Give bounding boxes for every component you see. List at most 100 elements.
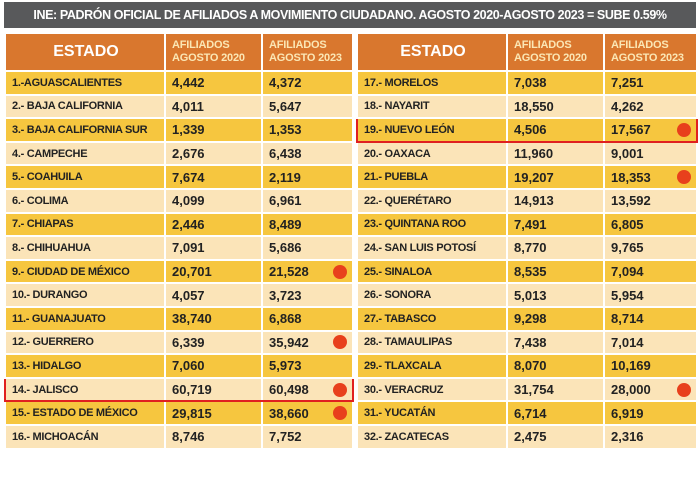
cell-text: 6,438 (269, 146, 302, 162)
afiliados-2020-cell: 9,298 (506, 305, 605, 332)
afiliados-2023-cell: 3,723 (261, 282, 354, 308)
cell-text: 6,961 (269, 193, 302, 209)
red-dot-marker (677, 382, 691, 397)
cell-text: 7,038 (514, 75, 547, 91)
afiliados-2023-cell: 38,660 (261, 400, 354, 426)
cell-text: 32.- ZACATECAS (364, 430, 449, 443)
cell-text: 1,339 (172, 122, 205, 138)
estado-cell: 15.- ESTADO DE MÉXICO (4, 400, 166, 426)
afiliados-2023-cell: 7,094 (603, 258, 698, 285)
afiliados-2020-cell: 7,038 (506, 70, 605, 96)
table-row: 24.- SAN LUIS POTOSÍ 8,770 9,765 (356, 235, 698, 261)
red-dot-marker (677, 170, 691, 185)
afiliados-2023-cell: 4,262 (603, 93, 698, 120)
cell-text: 5,013 (514, 287, 547, 303)
cell-text: 23.- QUINTANA ROO (364, 218, 466, 231)
cell-text: 7,060 (172, 358, 205, 374)
table-row: 19.- NUEVO LEÓN 4,506 17,567 (356, 117, 698, 143)
afiliados-2020-cell: 2,475 (506, 423, 605, 450)
afiliados-2020-cell: 38,740 (164, 305, 263, 332)
estado-cell: 26.- SONORA (356, 282, 508, 308)
cell-text: 6.- COLIMA (12, 194, 69, 207)
cell-text: 60,498 (269, 382, 309, 398)
table-row: 26.- SONORA 5,013 5,954 (356, 282, 698, 308)
cell-text: 2,676 (172, 146, 205, 162)
afiliados-2023-cell: 7,251 (603, 70, 698, 96)
cell-text: 7.- CHIAPAS (12, 218, 74, 231)
left-table: ESTADO AFILIADOS AGOSTO 2020 AFILIADOS AGO… (4, 32, 354, 450)
cell-text: 19,207 (514, 169, 554, 185)
cell-text: 35,942 (269, 334, 309, 350)
table-row: 31.- YUCATÁN 6,714 6,919 (356, 400, 698, 426)
estado-cell: 25.- SINALOA (356, 258, 508, 285)
afiliados-2020-cell: 7,060 (164, 353, 263, 379)
estado-cell: 2.- BAJA CALIFORNIA (4, 93, 166, 120)
cell-text: 38,660 (269, 405, 309, 421)
cell-text: 14.- JALISCO (12, 383, 79, 396)
cell-text: 2,316 (611, 429, 644, 445)
cell-text: 4,442 (172, 75, 205, 91)
afiliados-2023-cell: 18,353 (603, 164, 698, 190)
cell-text: 7,014 (611, 334, 644, 350)
cell-text: 28,000 (611, 382, 651, 398)
table-row: 28.- TAMAULIPAS 7,438 7,014 (356, 329, 698, 356)
cell-text: 31,754 (514, 382, 554, 398)
afiliados-2023-cell: 8,714 (603, 305, 698, 332)
cell-text: 5,686 (269, 240, 302, 256)
table-row: 13.- HIDALGO 7,060 5,973 (4, 353, 354, 379)
afiliados-2023-cell: 6,438 (261, 140, 354, 167)
table-row: 17.- MORELOS 7,038 7,251 (356, 70, 698, 96)
estado-cell: 30.- VERACRUZ (356, 376, 508, 403)
afiliados-2020-cell: 29,815 (164, 400, 263, 426)
afiliados-2020-cell: 4,011 (164, 93, 263, 120)
estado-cell: 4.- CAMPECHE (4, 140, 166, 167)
cell-text: 2.- BAJA CALIFORNIA (12, 100, 123, 113)
cell-text: 18,353 (611, 169, 651, 185)
cell-text: 8,535 (514, 264, 547, 280)
cell-text: 3,723 (269, 287, 302, 303)
right-table: ESTADO AFILIADOS AGOSTO 2020 AFILIADOS AGO… (356, 32, 698, 450)
cell-text: 9,765 (611, 240, 644, 256)
table-row: 14.- JALISCO 60,719 60,498 (4, 376, 354, 403)
table-row: 15.- ESTADO DE MÉXICO 29,815 38,660 (4, 400, 354, 426)
table-row: 10.- DURANGO 4,057 3,723 (4, 282, 354, 308)
cell-text: 4,506 (514, 122, 547, 138)
cell-text: 9,001 (611, 146, 644, 162)
afiliados-2020-cell: 7,091 (164, 235, 263, 261)
table-row: 6.- COLIMA 4,099 6,961 (4, 187, 354, 214)
estado-cell: 29.- TLAXCALA (356, 353, 508, 379)
afiliados-2023-cell: 28,000 (603, 376, 698, 403)
afiliados-2020-cell: 8,746 (164, 423, 263, 450)
cell-text: 5.- COAHUILA (12, 171, 83, 184)
cell-text: 26.- SONORA (364, 289, 431, 302)
table-row: 4.- CAMPECHE 2,676 6,438 (4, 140, 354, 167)
cell-text: 22.- QUERÉTARO (364, 194, 452, 207)
estado-cell: 31.- YUCATÁN (356, 400, 508, 426)
estado-cell: 23.- QUINTANA ROO (356, 211, 508, 238)
cell-text: 5,973 (269, 358, 302, 374)
afiliados-2023-cell: 2,119 (261, 164, 354, 190)
cell-text: 16.- MICHOACÁN (12, 430, 99, 443)
table-row: 12.- GUERRERO 6,339 35,942 (4, 329, 354, 356)
estado-cell: 16.- MICHOACÁN (4, 423, 166, 450)
afiliados-2020-cell: 8,770 (506, 235, 605, 261)
estado-cell: 6.- COLIMA (4, 187, 166, 214)
cell-text: 3.- BAJA CALIFORNIA SUR (12, 123, 148, 136)
cell-text: 6,868 (269, 311, 302, 327)
header-2023: AFILIADOS AGOSTO 2023 (603, 32, 698, 72)
estado-cell: 24.- SAN LUIS POTOSÍ (356, 235, 508, 261)
afiliados-2020-cell: 4,099 (164, 187, 263, 214)
table-row: 30.- VERACRUZ 31,754 28,000 (356, 376, 698, 403)
afiliados-2023-cell: 5,954 (603, 282, 698, 308)
cell-text: 29.- TLAXCALA (364, 359, 442, 372)
cell-text: 6,805 (611, 216, 644, 232)
cell-text: 4,262 (611, 98, 644, 114)
cell-text: 7,491 (514, 216, 547, 232)
cell-text: 2,119 (269, 169, 301, 185)
cell-text: 7,438 (514, 334, 547, 350)
afiliados-2023-cell: 7,014 (603, 329, 698, 356)
estado-cell: 12.- GUERRERO (4, 329, 166, 356)
estado-cell: 3.- BAJA CALIFORNIA SUR (4, 117, 166, 143)
table-row: 22.- QUERÉTARO 14,913 13,592 (356, 187, 698, 214)
afiliados-2020-cell: 4,506 (506, 117, 605, 143)
